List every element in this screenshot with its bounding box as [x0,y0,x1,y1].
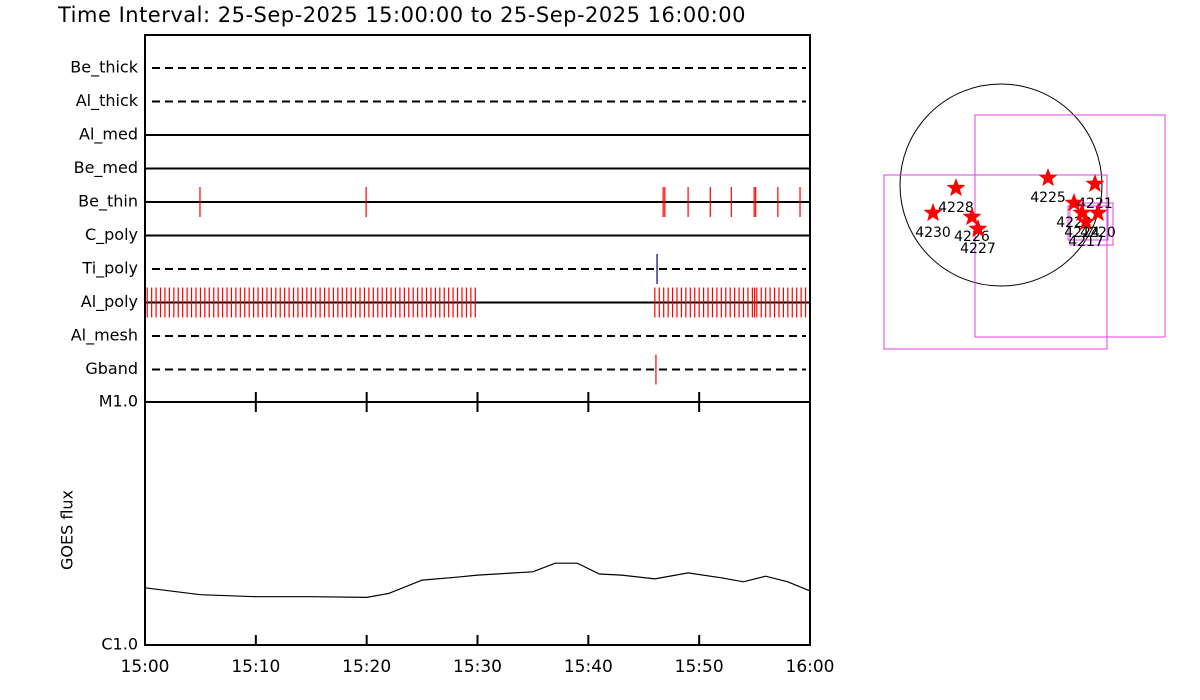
ar-label: 4227 [960,241,996,257]
ar-label: 4225 [1030,190,1066,206]
goes-frame [144,401,811,646]
ar-label: 4230 [915,225,951,241]
row-label: Gband [85,359,138,378]
row-label: Al_thick [76,91,139,111]
ar-star [962,207,982,226]
ar-star [1085,173,1105,192]
row-label: Al_mesh [71,326,138,346]
ar-star [1072,203,1092,222]
ar-label: 4221 [1077,196,1113,212]
ar-star [946,178,966,197]
x-tick-label: 15:00 [121,657,170,677]
ar-star [1088,203,1108,222]
ar-label: 4228 [938,200,974,216]
ar-star [1038,168,1058,186]
row-label: Be_med [74,158,138,178]
row-label: C_poly [85,225,138,245]
x-tick-label: 15:10 [231,657,280,677]
x-tick-label: 15:40 [564,657,613,677]
x-tick-label: 15:50 [675,657,724,677]
title: Time Interval: 25-Sep-2025 15:00:00 to 2… [57,3,746,27]
goes-curve [144,562,811,599]
row-label: Al_med [79,125,138,145]
timeline-frame [144,34,811,403]
y-axis-label: GOES flux [58,490,77,570]
ar-star [968,219,988,238]
fov-box [883,174,1108,350]
x-tick-label: 15:20 [342,657,391,677]
ar-label: 4217 [1068,234,1104,250]
x-tick-label: 16:00 [786,657,835,677]
y-tick-label: M1.0 [99,392,138,411]
ar-label: 4220 [1080,225,1116,241]
ar-star [1064,193,1084,212]
solar-disk [899,83,1103,287]
ar-star [923,203,943,222]
fov-box [1069,202,1114,246]
row-label: Ti_poly [81,259,138,279]
row-label: Be_thin [78,192,138,212]
x-tick-label: 15:30 [453,657,502,677]
row-label: Al_poly [81,292,138,312]
y-tick-label: C1.0 [101,635,138,654]
fov-box [1067,205,1109,241]
row-label: Be_thick [70,58,138,78]
ar-star [1076,212,1096,231]
